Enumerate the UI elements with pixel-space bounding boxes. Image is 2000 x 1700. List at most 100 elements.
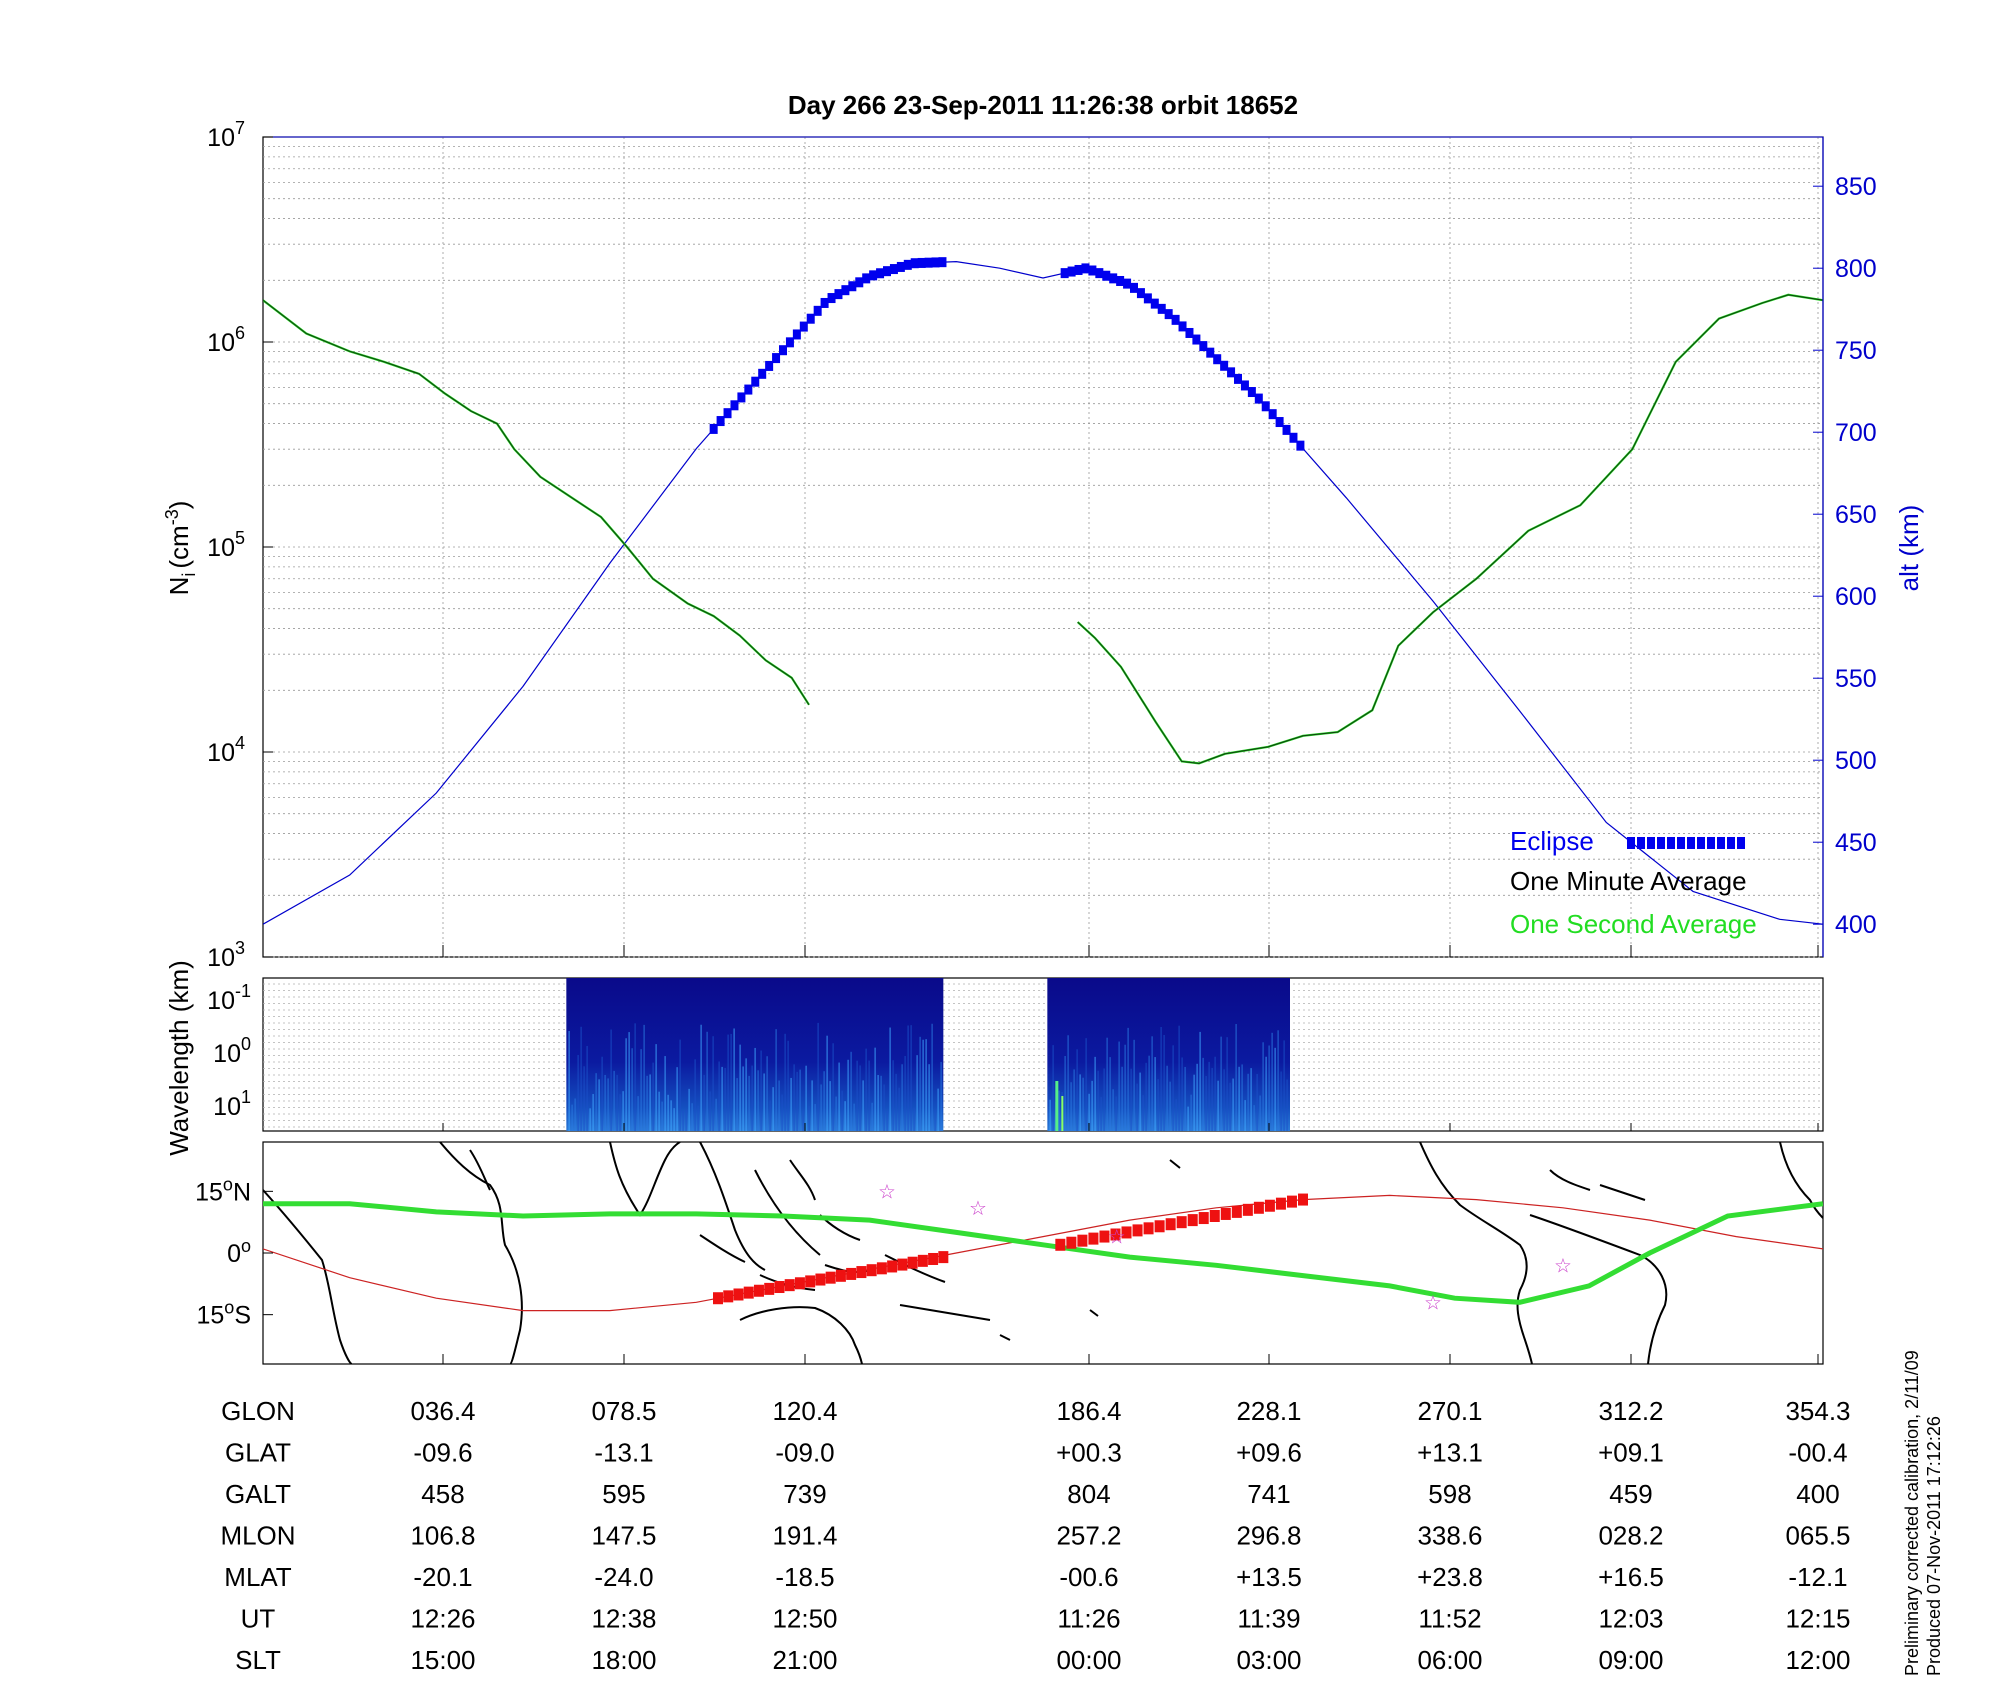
eclipse-track-marker <box>784 1279 795 1292</box>
spectrogram-streak <box>601 1056 603 1131</box>
spectrogram-ylabel: Wavelength (km) <box>164 960 194 1156</box>
spectrogram-streak <box>1049 1099 1051 1131</box>
eclipse-track-marker <box>1286 1195 1297 1208</box>
spectrogram-streak <box>637 1096 639 1131</box>
legend-eclipse-marker <box>1637 837 1645 849</box>
spectrogram-streak <box>790 1077 792 1131</box>
spectrogram-streak <box>1220 1036 1222 1131</box>
eclipse-marker <box>813 305 822 316</box>
spectrogram-streak <box>1259 1095 1261 1131</box>
legend-eclipse-marker <box>1647 837 1655 849</box>
legend-eclipse-marker <box>1707 837 1715 849</box>
map-ytick-deg: o <box>224 1298 234 1318</box>
spectrogram-streak <box>907 1025 909 1131</box>
spectrogram-streak <box>1097 1070 1099 1131</box>
eclipse-marker <box>785 337 794 348</box>
ephemeris-cell: 191.4 <box>772 1521 837 1551</box>
spectrogram-streak <box>871 1102 873 1131</box>
ephemeris-cell: 15:00 <box>410 1645 475 1675</box>
density-ytick-base: 10 <box>207 944 235 972</box>
spectrogram-streak <box>1232 1078 1234 1131</box>
spectrogram-streak <box>1262 1042 1264 1131</box>
ephemeris-cell: 11:52 <box>1418 1604 1481 1634</box>
density-ytick-label: 105 <box>207 528 245 562</box>
map-ytick-value: 0 <box>227 1240 241 1268</box>
eclipse-track-marker <box>713 1292 723 1305</box>
ephemeris-table: GLON GLAT GALT MLON MLAT UT SLT 036.4 -09.6 458 10… <box>220 1396 1850 1675</box>
altitude-ytick-label: 500 <box>1835 747 1877 775</box>
ephemeris-cell: +09.1 <box>1598 1438 1664 1468</box>
spectrogram-streak <box>652 1062 654 1131</box>
spectrogram-streak <box>823 1071 825 1131</box>
ephemeris-cell: -20.1 <box>413 1562 472 1592</box>
spectrogram-streak <box>1142 1095 1144 1131</box>
magnetic-equator-line <box>263 1194 1823 1312</box>
altitude-ytick-label: 700 <box>1835 419 1877 447</box>
eclipse-track-marker <box>764 1282 775 1295</box>
eclipse-marker <box>917 257 926 268</box>
spectrogram-streak <box>718 1061 720 1131</box>
ephemeris-cell: -00.6 <box>1059 1562 1118 1592</box>
spectrogram-streak <box>730 1033 732 1131</box>
spectrogram-streak <box>922 1039 924 1131</box>
spectrogram-streak <box>1229 1082 1231 1131</box>
eclipse-track-marker <box>938 1251 949 1264</box>
spectrogram-streak <box>1121 1066 1123 1131</box>
ephemeris-row-label: GALT <box>225 1479 291 1509</box>
legend-eclipse-marker <box>1727 837 1735 849</box>
spectrogram-streak <box>817 1022 819 1131</box>
eclipse-track-marker <box>1077 1234 1088 1247</box>
spectrogram-streak <box>796 1071 798 1131</box>
spectrogram-streak <box>1067 1035 1069 1131</box>
ephemeris-row-label: MLON <box>220 1521 295 1551</box>
eclipse-marker <box>1178 321 1187 332</box>
eclipse-marker <box>876 268 885 279</box>
ephemeris-cell: +23.8 <box>1417 1562 1483 1592</box>
legend: Eclipse One Minute Average One Second Av… <box>1510 826 1757 939</box>
spectrogram-streak <box>760 1050 762 1131</box>
ephemeris-cell: 036.4 <box>410 1396 475 1426</box>
spectrogram-streak <box>619 1094 621 1131</box>
spectrogram-streak <box>1127 1027 1129 1131</box>
spectrogram-streak <box>814 1104 816 1131</box>
spectrogram-streak <box>940 1061 942 1131</box>
density-ytick-exp: 7 <box>235 118 245 138</box>
eclipse-marker <box>1116 275 1125 286</box>
eclipse-marker <box>1254 393 1263 404</box>
eclipse-track-marker <box>1187 1214 1198 1227</box>
spectrogram-streak <box>700 1024 702 1131</box>
ephemeris-cell: 458 <box>421 1479 464 1509</box>
spectrogram-streak <box>895 1073 897 1131</box>
ephemeris-cell: 257.2 <box>1056 1521 1121 1551</box>
ephemeris-cell: 400 <box>1796 1479 1839 1509</box>
spectrogram-streak <box>691 1103 693 1131</box>
spectrogram-streak <box>868 1060 870 1131</box>
spectrogram-streak <box>646 1075 648 1131</box>
spectrogram-streak <box>724 1067 726 1131</box>
spectrogram-ytick-label: 100 <box>213 1034 251 1068</box>
eclipse-marker <box>855 277 864 288</box>
altitude-ytick-label: 600 <box>1835 583 1877 611</box>
eclipse-marker <box>1234 373 1242 384</box>
spectrogram-streak <box>733 1028 735 1131</box>
eclipse-marker <box>1164 309 1173 320</box>
legend-eclipse-marker <box>1717 837 1725 849</box>
eclipse-marker <box>1206 347 1215 358</box>
eclipse-track-marker <box>1253 1201 1264 1214</box>
spectrogram-streak <box>709 1091 711 1131</box>
eclipse-track-marker <box>1176 1216 1187 1229</box>
map-ytick-deg: o <box>223 1174 233 1194</box>
eclipse-track-marker <box>1132 1224 1143 1237</box>
spectrogram-streak <box>622 1091 624 1131</box>
eclipse-marker <box>1289 432 1298 443</box>
spectrogram-streak <box>1253 1105 1255 1131</box>
eclipse-marker <box>716 416 725 427</box>
eclipse-marker <box>723 408 732 419</box>
spectrogram-streak <box>592 1094 594 1131</box>
ephemeris-cell: 12:15 <box>1785 1604 1850 1634</box>
spectrogram-streak <box>1190 1094 1192 1131</box>
spectrogram-streak <box>793 1064 795 1131</box>
star-icon: ☆ <box>969 1196 987 1220</box>
